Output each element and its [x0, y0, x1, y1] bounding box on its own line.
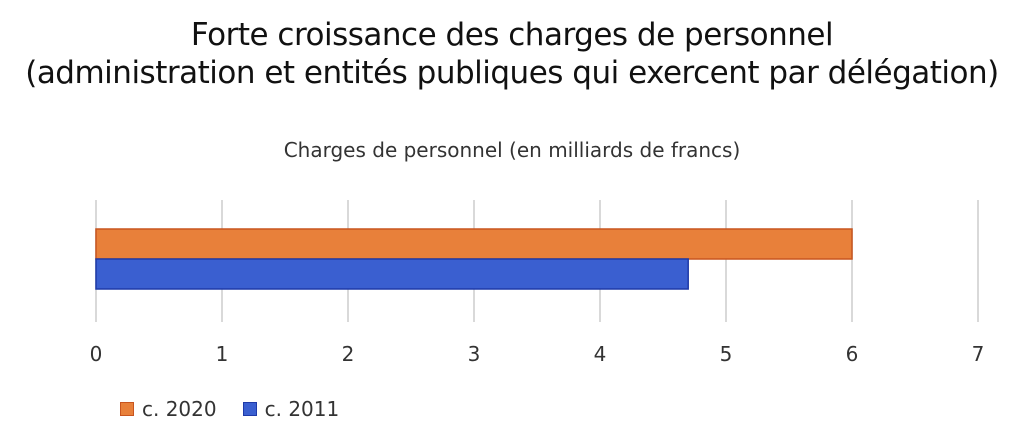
legend: c. 2020 c. 2011 [120, 394, 339, 424]
legend-item: c. 2011 [242, 397, 340, 421]
legend-label: c. 2011 [264, 397, 340, 421]
slide-title: Forte croissance des charges de personne… [0, 16, 1024, 92]
x-tick-label: 1 [216, 342, 229, 366]
legend-swatch [120, 402, 134, 416]
legend-swatch [242, 402, 257, 416]
x-tick-label: 3 [468, 342, 481, 366]
bars [95, 228, 853, 290]
x-tick-label: 2 [342, 342, 355, 366]
x-axis-tick-labels: 0 1 2 3 4 5 6 7 [90, 342, 985, 366]
slide-title-line-1: Forte croissance des charges de personne… [190, 17, 834, 53]
legend-label: c. 2020 [142, 397, 217, 421]
x-tick-label: 7 [972, 342, 985, 366]
slide-title-line-2: (administration et entités publiques qui… [25, 55, 999, 91]
x-tick-label: 6 [846, 342, 859, 366]
bar-c-2011 [95, 258, 689, 290]
x-tick-label: 4 [594, 342, 607, 366]
chart-title: Charges de personnel (en milliards de fr… [283, 138, 741, 162]
legend-item: c. 2020 [120, 397, 217, 421]
bar-c-2020 [95, 228, 853, 260]
x-tick-label: 5 [720, 342, 733, 366]
x-tick-label: 0 [90, 342, 103, 366]
